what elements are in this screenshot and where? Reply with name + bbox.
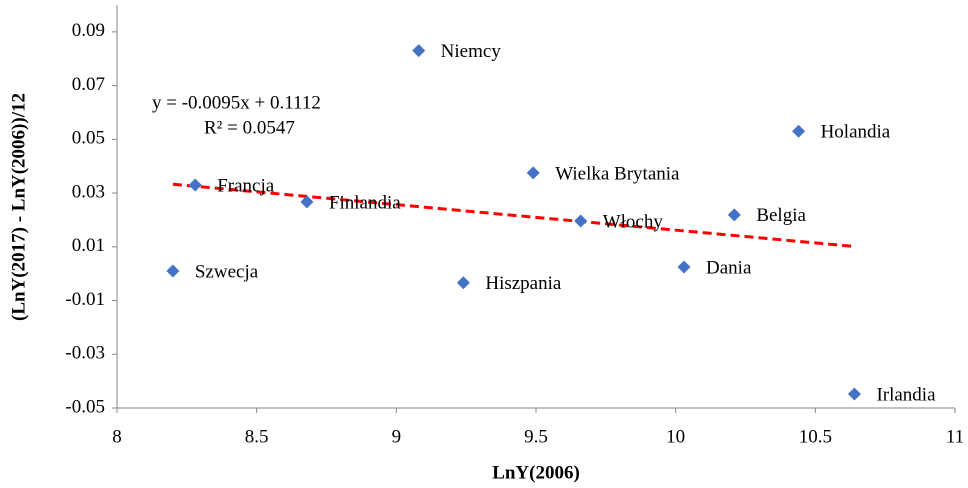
point-label: Dania — [706, 257, 752, 278]
point — [456, 276, 470, 290]
x-tick-label: 8.5 — [245, 426, 269, 447]
y-axis-title: (LnY(2017) - LnY(2006))/12 — [8, 93, 29, 321]
x-tick-label: 10.5 — [799, 426, 832, 447]
point — [526, 166, 540, 180]
y-tick-label: 0.03 — [72, 181, 105, 202]
x-tick-label: 10 — [666, 426, 685, 447]
point — [792, 124, 806, 138]
trendline-equation: y = -0.0095x + 0.1112 — [152, 92, 321, 113]
point — [727, 208, 741, 222]
point-label: Włochy — [603, 211, 664, 232]
point-label: Irlandia — [876, 384, 936, 405]
y-tick-label: 0.09 — [72, 20, 105, 41]
point — [188, 178, 202, 192]
trendline — [172, 182, 855, 248]
x-tick-label: 8 — [112, 426, 122, 447]
y-tick-label: -0.01 — [65, 289, 105, 310]
point — [847, 387, 861, 401]
point — [300, 195, 314, 209]
point-label: Holandia — [821, 122, 891, 143]
y-tick-label: -0.05 — [65, 396, 105, 417]
y-tick-label: 0.05 — [72, 128, 105, 149]
x-tick-label: 9.5 — [524, 426, 548, 447]
y-tick-label: 0.07 — [72, 74, 105, 95]
trendline-r2: R² = 0.0547 — [204, 117, 295, 138]
point — [166, 264, 180, 278]
point-label: Niemcy — [441, 41, 502, 62]
point-label: Hiszpania — [485, 273, 562, 294]
point-label: Belgia — [756, 205, 806, 226]
x-axis-title: LnY(2006) — [492, 462, 580, 483]
point — [412, 44, 426, 58]
y-tick-label: 0.01 — [72, 235, 105, 256]
point-label: Finlandia — [329, 192, 401, 213]
y-tick-label: -0.03 — [65, 343, 105, 364]
point-label: Szwecja — [195, 261, 259, 282]
point — [677, 260, 691, 274]
point — [574, 214, 588, 228]
x-tick-label: 9 — [392, 426, 402, 447]
point-label: Wielka Brytania — [555, 163, 680, 184]
point-label: Francja — [217, 175, 275, 196]
x-tick-label: 11 — [946, 426, 964, 447]
